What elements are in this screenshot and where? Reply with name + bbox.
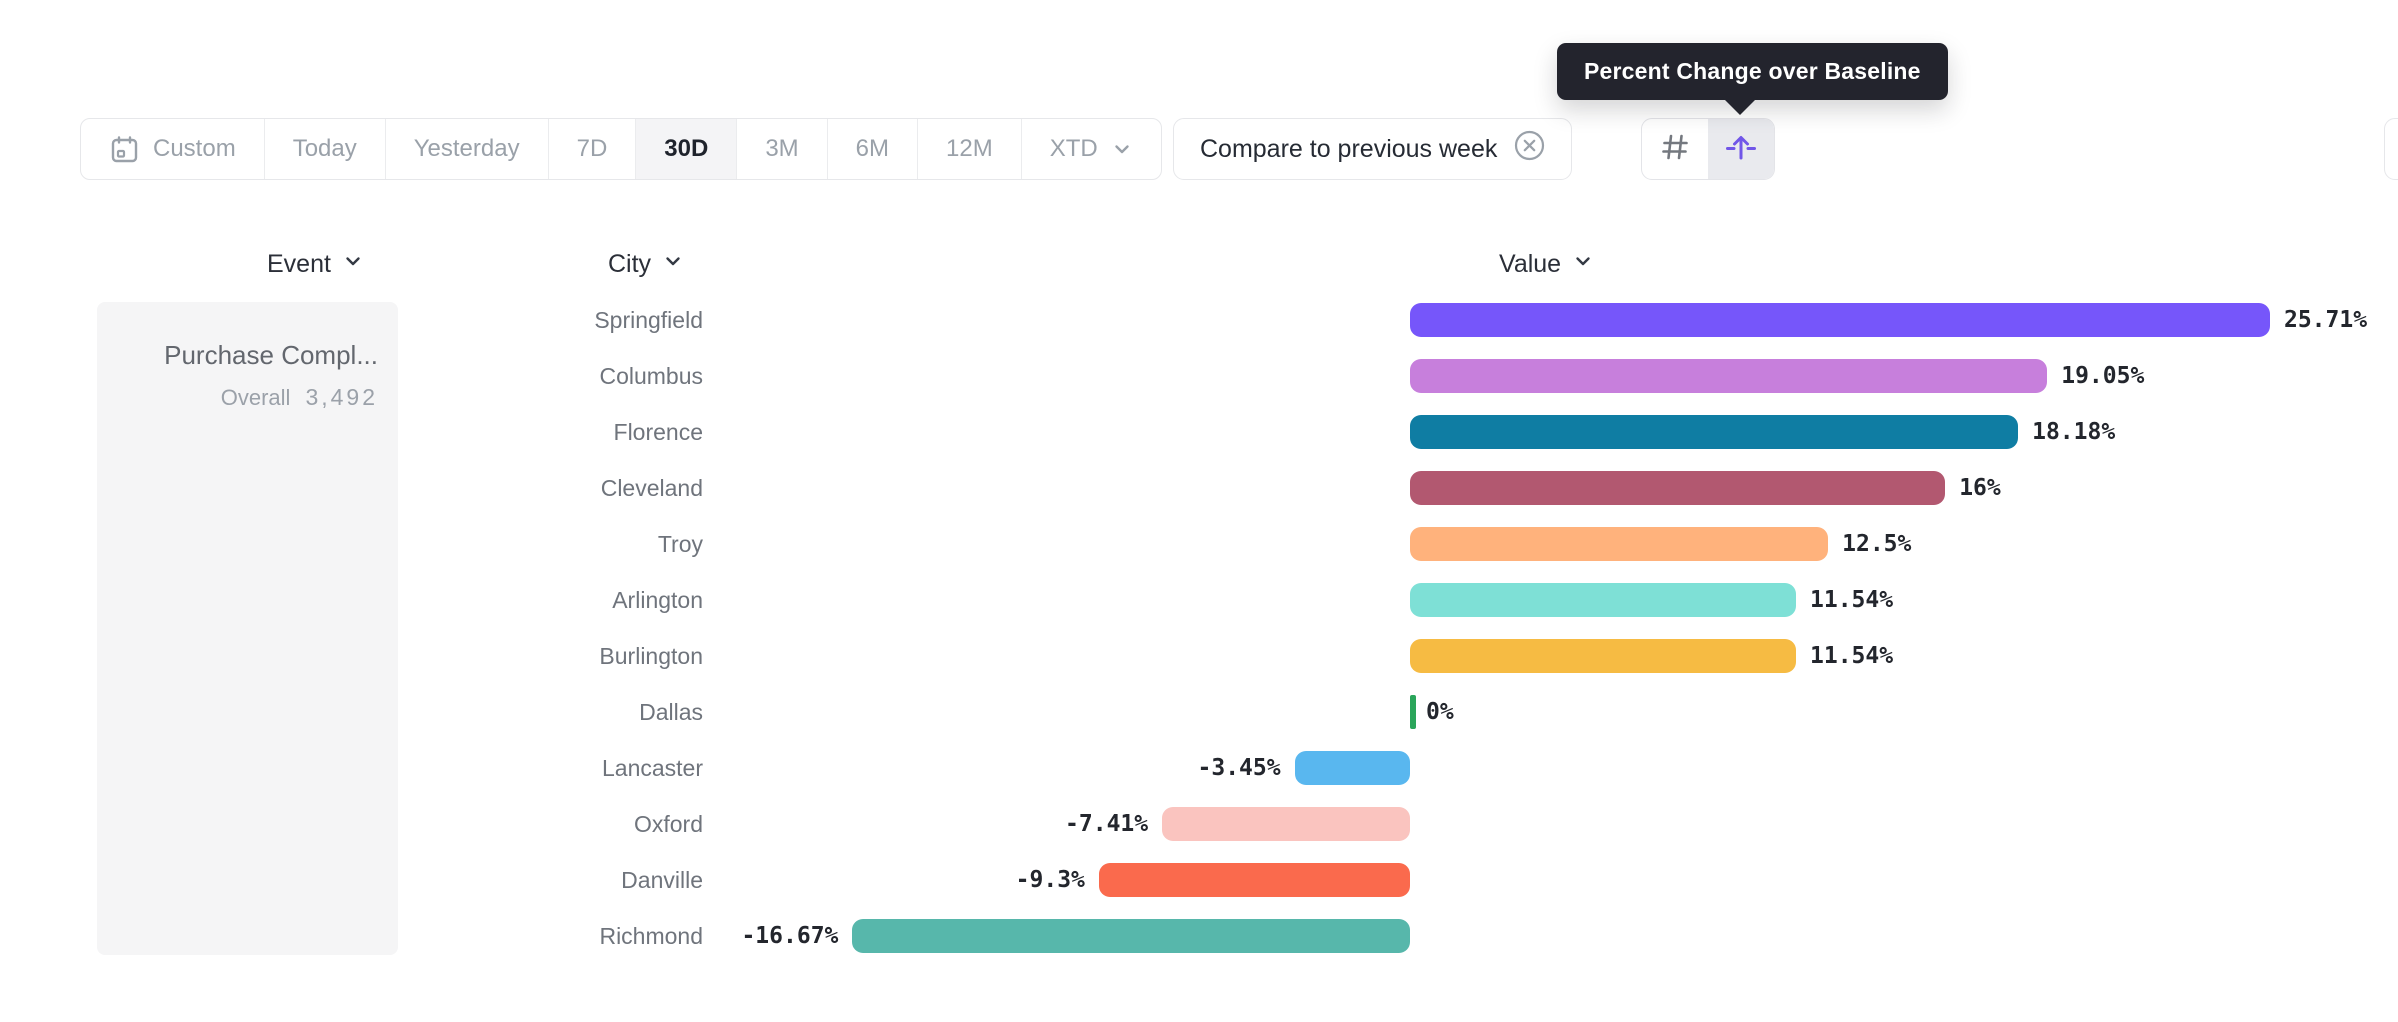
percent-change-over-baseline-button[interactable] <box>1708 119 1774 179</box>
column-header-city[interactable]: City <box>608 247 684 281</box>
date-range-6m[interactable]: 6M <box>826 119 917 179</box>
bar-burlington[interactable] <box>1410 639 1796 673</box>
city-label: Arlington <box>612 587 703 613</box>
date-range-30d[interactable]: 30D <box>635 119 737 179</box>
chart-row-lancaster: Lancaster -3.45% <box>0 740 2398 796</box>
value-label: -16.67% <box>741 923 839 949</box>
column-header-value-label: Value <box>1499 249 1562 278</box>
tooltip-arrow <box>1722 97 1758 115</box>
city-label: Danville <box>621 867 703 893</box>
grid-view-button[interactable] <box>1642 119 1708 179</box>
city-label: Burlington <box>599 643 703 669</box>
date-range-xtd[interactable]: XTD <box>1020 119 1161 179</box>
value-label: 19.05% <box>2061 363 2145 389</box>
column-header-event-label: Event <box>267 249 331 278</box>
overall-value: 3,492 <box>305 384 378 410</box>
baseline-arrow-icon <box>1725 131 1757 168</box>
city-label: Florence <box>613 419 703 445</box>
chart-row-florence: Florence 18.18% <box>0 404 2398 460</box>
hash-icon <box>1660 132 1690 167</box>
chart-row-dallas: Dallas 0% <box>0 684 2398 740</box>
chart-row-arlington: Arlington 11.54% <box>0 572 2398 628</box>
city-label: Dallas <box>639 699 703 725</box>
column-header-value[interactable]: Value <box>1499 247 1594 281</box>
date-range-today[interactable]: Today <box>263 119 385 179</box>
circled-x-icon[interactable] <box>1514 130 1545 168</box>
bar-arlington[interactable] <box>1410 583 1796 617</box>
city-label: Richmond <box>599 923 703 949</box>
bar-columbus[interactable] <box>1410 359 2048 393</box>
bar-chart: Springfield 25.71% Columbus 19.05% Florence 1… <box>0 292 2398 972</box>
value-label: 12.5% <box>1842 531 1912 557</box>
chart-row-springfield: Springfield 25.71% <box>0 292 2398 348</box>
bar-cleveland[interactable] <box>1410 471 1946 505</box>
date-range-7d[interactable]: 7D <box>547 119 636 179</box>
date-range-yesterday[interactable]: Yesterday <box>384 119 548 179</box>
date-range-label: 30D <box>664 135 709 162</box>
date-range-label: Custom <box>153 135 236 162</box>
column-header-event[interactable]: Event <box>267 247 364 281</box>
value-label: -7.41% <box>1065 811 1149 837</box>
chevron-down-icon <box>1572 250 1594 279</box>
value-label: 11.54% <box>1810 643 1894 669</box>
value-label: 16% <box>1959 475 2001 501</box>
value-label: 25.71% <box>2283 307 2368 333</box>
date-range-3m[interactable]: 3M <box>736 119 826 179</box>
cutoff-right-button[interactable] <box>2384 118 2398 180</box>
date-range-toolbar: Custom Today Yesterday 7D 30D 3M 6M 12M XTD <box>80 118 1162 180</box>
date-range-label: Today <box>292 135 357 162</box>
value-label: -9.3% <box>1015 867 1085 893</box>
value-label: -3.45% <box>1197 755 1281 781</box>
bar-danville[interactable] <box>1098 863 1410 897</box>
city-label: Cleveland <box>600 475 703 501</box>
column-header-city-label: City <box>608 249 652 278</box>
bar-oxford[interactable] <box>1162 807 1410 841</box>
calendar-icon <box>109 134 140 165</box>
bar-florence[interactable] <box>1410 415 2019 449</box>
chart-row-oxford: Oxford -7.41% <box>0 796 2398 852</box>
bar-dallas[interactable] <box>1410 695 1416 729</box>
date-range-custom[interactable]: Custom <box>81 119 264 179</box>
chart-row-troy: Troy 12.5% <box>0 516 2398 572</box>
event-card[interactable]: Purchase Compl... Overall 3,492 <box>97 302 398 955</box>
chart-row-burlington: Burlington 11.54% <box>0 628 2398 684</box>
city-label: Springfield <box>594 307 703 333</box>
value-label: 18.18% <box>2032 419 2116 445</box>
bar-richmond[interactable] <box>852 919 1410 953</box>
event-name: Purchase Compl... <box>164 340 378 370</box>
overall-label: Overall <box>220 385 291 410</box>
date-range-label: 6M <box>855 135 889 162</box>
date-range-label: 12M <box>946 135 993 162</box>
bar-troy[interactable] <box>1410 527 1829 561</box>
view-toggle-group <box>1641 118 1775 180</box>
chart-row-cleveland: Cleveland 16% <box>0 460 2398 516</box>
chart-row-danville: Danville -9.3% <box>0 852 2398 908</box>
city-label: Troy <box>657 531 703 557</box>
date-range-label: 7D <box>576 135 608 162</box>
chevron-down-icon <box>662 250 684 279</box>
chevron-down-icon <box>1111 138 1133 160</box>
event-overall-row: Overall 3,492 <box>97 384 378 411</box>
chart-row-columbus: Columbus 19.05% <box>0 348 2398 404</box>
city-label: Lancaster <box>601 755 703 781</box>
date-range-label: 3M <box>765 135 799 162</box>
tooltip-percent-change: Percent Change over Baseline <box>1557 43 1948 100</box>
value-label: 11.54% <box>1810 587 1894 613</box>
chart-row-richmond: Richmond -16.67% <box>0 908 2398 964</box>
bar-lancaster[interactable] <box>1294 751 1410 785</box>
bar-springfield[interactable] <box>1410 303 2270 337</box>
city-label: Columbus <box>599 363 703 389</box>
compare-label: Compare to previous week <box>1200 134 1498 163</box>
chevron-down-icon <box>342 250 364 279</box>
date-range-label: XTD <box>1049 135 1098 162</box>
compare-to-previous-week-button[interactable]: Compare to previous week <box>1173 118 1573 180</box>
date-range-label: Yesterday <box>413 135 520 162</box>
tooltip-text: Percent Change over Baseline <box>1584 58 1921 84</box>
value-label: 0% <box>1426 699 1454 725</box>
date-range-12m[interactable]: 12M <box>917 119 1021 179</box>
city-label: Oxford <box>633 811 703 837</box>
